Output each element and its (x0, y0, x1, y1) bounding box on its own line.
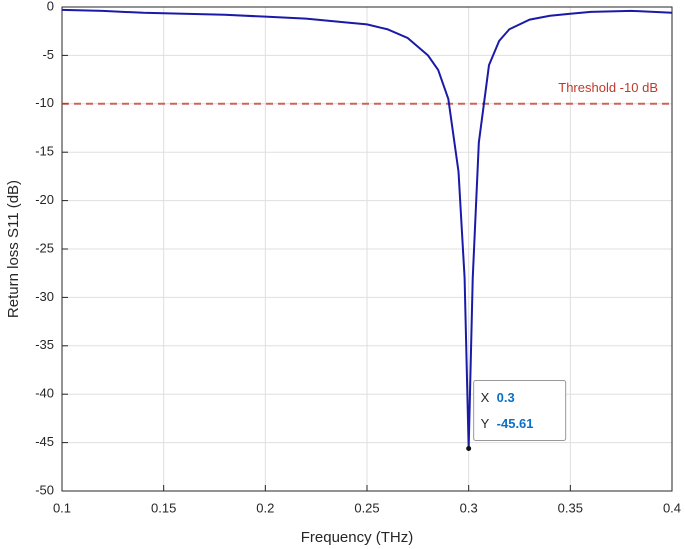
y-tick-label: -30 (35, 289, 54, 304)
y-tick-label: -20 (35, 192, 54, 207)
y-axis-label: Return loss S11 (dB) (5, 180, 22, 318)
x-tick-label: 0.2 (256, 500, 274, 515)
x-tick-label: 0.15 (151, 500, 176, 515)
x-tick-label: 0.3 (460, 500, 478, 515)
x-tick-label: 0.1 (53, 500, 71, 515)
threshold-label: Threshold -10 dB (558, 80, 658, 95)
data-line (61, 8, 673, 449)
x-tick-label: 0.35 (558, 500, 583, 515)
datatip: X 0.3 Y -45.61 (473, 380, 567, 442)
y-tick-label: -10 (35, 95, 54, 110)
y-tick-label: -45 (35, 434, 54, 449)
axes-box (61, 6, 673, 492)
datatip-y-value: -45.61 (497, 416, 534, 431)
x-tick-label: 0.4 (663, 500, 681, 515)
datatip-point (466, 446, 472, 452)
y-tick-label: -50 (35, 482, 54, 497)
y-tick-label: -40 (35, 386, 54, 401)
y-tick-label: -5 (42, 47, 54, 62)
datatip-x-value: 0.3 (497, 390, 515, 405)
datatip-box (473, 380, 567, 442)
x-tick-label: 0.25 (354, 500, 379, 515)
y-tick-label: -35 (35, 337, 54, 352)
y-tick-label: -25 (35, 240, 54, 255)
y-tick-label: -15 (35, 144, 54, 159)
datatip-y-label: Y (481, 416, 490, 431)
x-axis-label: Frequency (THz) (301, 529, 414, 546)
y-tick-label: 0 (47, 0, 54, 13)
datatip-x-label: X (481, 390, 490, 405)
